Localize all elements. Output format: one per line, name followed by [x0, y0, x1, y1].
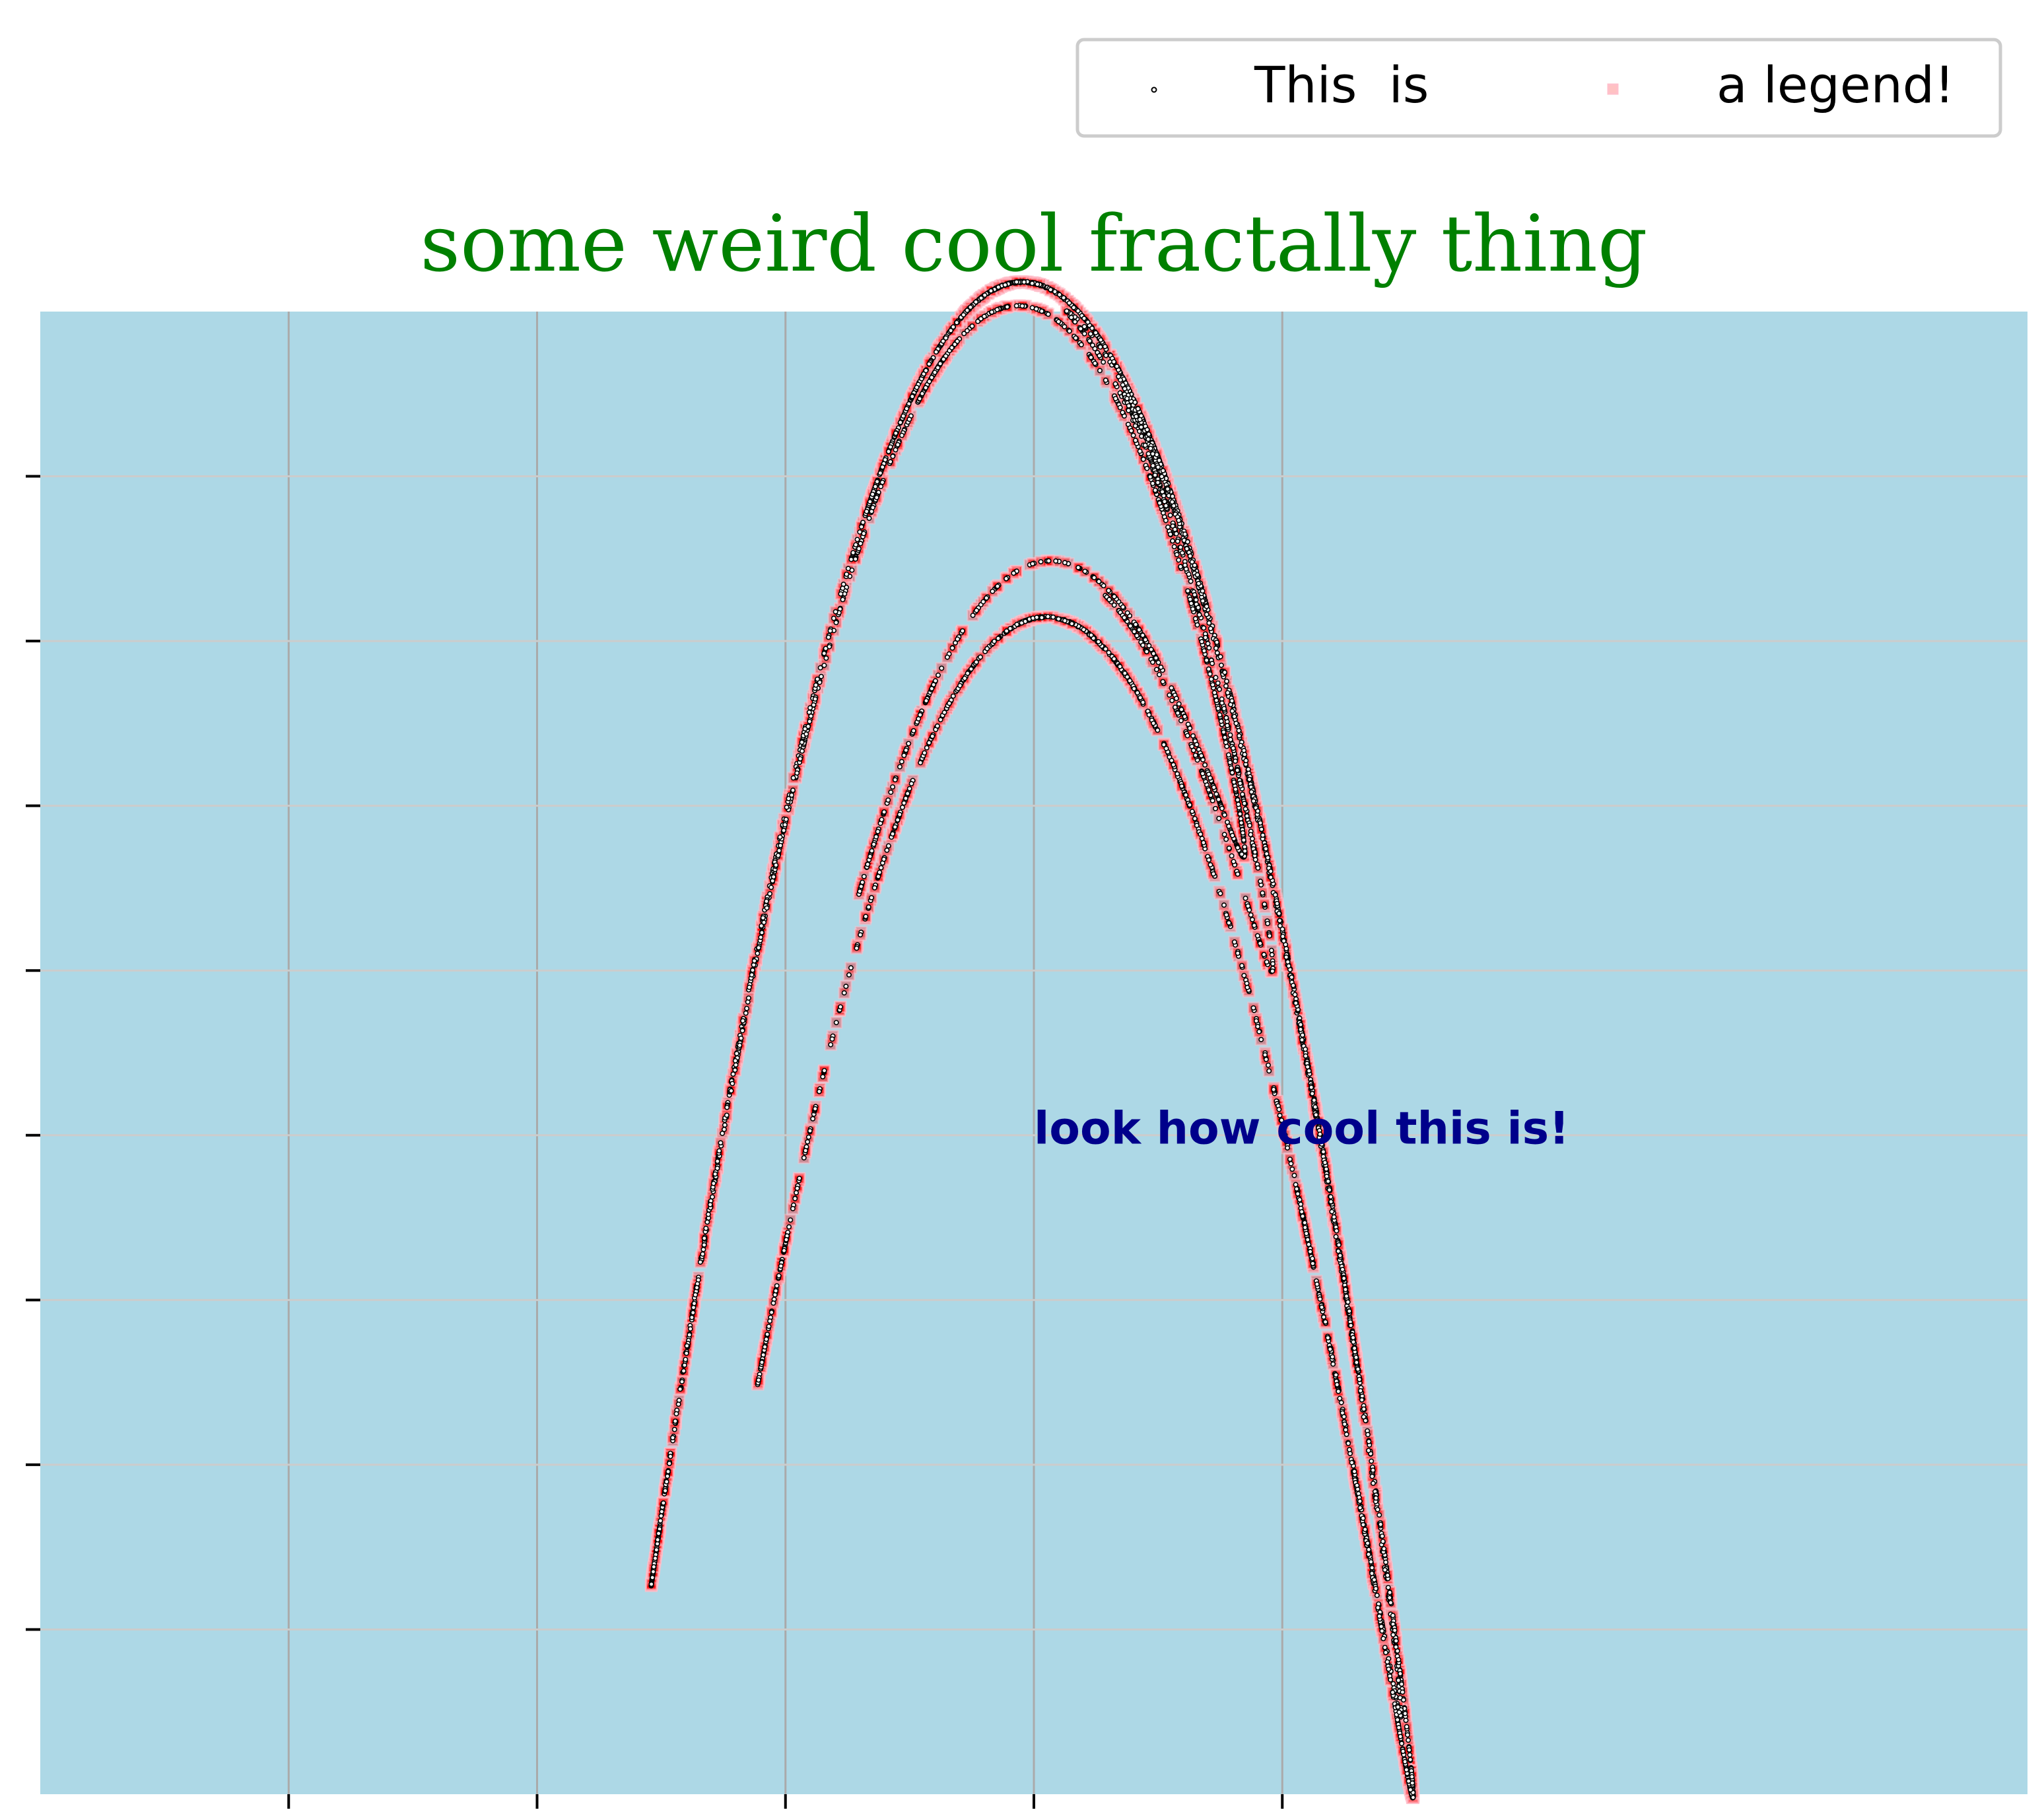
point-this-is-102 — [818, 673, 824, 679]
grid — [40, 312, 2027, 1794]
legend-marker-series-2 — [1607, 83, 1619, 95]
legend-frame — [1075, 38, 2002, 138]
point-this-is-173 — [1248, 912, 1254, 918]
point-this-is-185 — [924, 745, 930, 751]
point-this-is-405 — [1288, 1160, 1294, 1166]
point-this-is-186 — [1176, 701, 1182, 707]
point-this-is-149 — [1156, 671, 1162, 677]
point-this-is-418 — [1229, 853, 1235, 859]
legend-marker-series-1 — [1151, 86, 1157, 93]
point-this-is-171 — [805, 1139, 811, 1145]
chart-title: some weird cool fractally thing — [421, 198, 1648, 289]
point-this-is-150 — [1213, 675, 1219, 681]
point-this-is-31 — [1338, 1399, 1344, 1405]
legend: This is a legend! — [1075, 38, 2002, 138]
legend-label-series-1: This is — [1254, 55, 1429, 114]
plot-area — [26, 275, 2027, 1809]
point-this-is-416 — [794, 1190, 800, 1195]
legend-label-series-2: a legend! — [1717, 55, 1954, 114]
point-this-is-148 — [890, 784, 896, 790]
point-this-is-184 — [700, 1246, 706, 1252]
